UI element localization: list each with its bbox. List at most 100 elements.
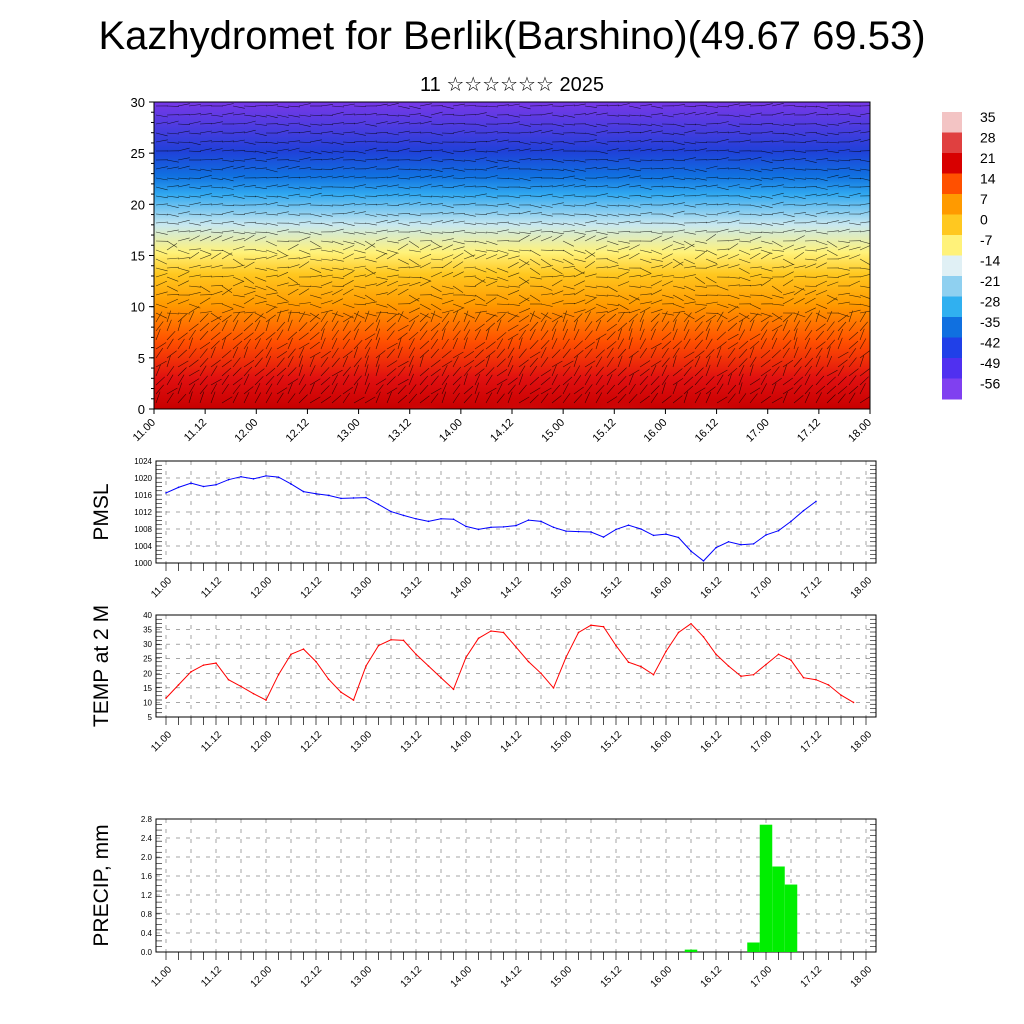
wind-barb <box>243 373 250 386</box>
wind-barb <box>375 292 388 296</box>
wind-barb <box>155 391 161 404</box>
wind-barb <box>804 203 817 206</box>
wind-barb <box>177 332 188 341</box>
wind-barb <box>782 244 795 251</box>
wind-barb <box>716 294 730 296</box>
temp-point <box>502 631 505 634</box>
wind-barb <box>584 105 597 108</box>
wind-barb <box>287 311 301 314</box>
xsec-ytick-label: 0 <box>138 402 145 417</box>
wind-barb <box>529 310 535 323</box>
wind-barb <box>584 229 597 233</box>
wind-barb <box>496 229 509 233</box>
wind-barb <box>672 261 684 269</box>
wind-barb <box>562 240 574 247</box>
wind-barb <box>166 159 179 163</box>
wind-barb <box>848 357 857 368</box>
wind-barb <box>177 299 190 305</box>
wind-barb <box>375 229 388 233</box>
wind-barb <box>672 194 685 197</box>
precip-xtick-label: 13.12 <box>399 964 425 990</box>
temp-xtick-label: 16.00 <box>649 729 675 755</box>
wind-barb <box>485 267 498 274</box>
temp-point <box>377 644 380 647</box>
wind-barb <box>364 312 377 317</box>
wind-barb <box>793 186 807 189</box>
wind-barb <box>386 240 399 244</box>
wind-barb <box>386 230 399 233</box>
xsec-warm-core <box>560 355 680 409</box>
wind-barb <box>463 105 477 107</box>
wind-barb <box>639 129 652 134</box>
precip-ytick-label: 0.4 <box>141 929 153 938</box>
wind-barb <box>254 195 267 200</box>
wind-barb <box>419 280 431 287</box>
precip-bar <box>684 949 698 952</box>
wind-barb <box>353 222 367 224</box>
wind-barb <box>331 276 344 279</box>
wind-barb <box>331 105 345 108</box>
wind-barb <box>540 112 553 116</box>
wind-barb <box>617 240 630 244</box>
wind-barb <box>364 243 376 251</box>
wind-barb <box>331 122 344 125</box>
wind-barb <box>177 184 190 188</box>
wind-barb <box>782 167 796 170</box>
wind-barb <box>749 222 762 226</box>
pmsl-point <box>365 496 367 499</box>
precip-xtick-label: 18.00 <box>849 964 875 990</box>
wind-barb <box>716 285 729 291</box>
wind-barb <box>661 132 674 135</box>
wind-barb <box>408 297 420 305</box>
wind-barb <box>419 367 430 377</box>
wind-barb <box>320 204 334 207</box>
wind-barb <box>628 204 641 208</box>
wind-barb <box>529 129 542 134</box>
wind-barb <box>815 222 829 224</box>
wind-barb <box>276 272 289 278</box>
wind-barb <box>507 262 519 269</box>
wind-barb <box>782 149 796 152</box>
wind-barb <box>276 195 289 199</box>
wind-barb <box>738 139 751 143</box>
wind-barb <box>386 204 400 206</box>
pmsl-point <box>527 519 530 521</box>
temp-point <box>565 656 567 659</box>
wind-barb <box>364 294 376 302</box>
wind-barb <box>848 340 859 350</box>
wind-barb <box>166 266 180 269</box>
wind-barb <box>496 177 510 179</box>
wind-barb <box>837 245 850 251</box>
wind-barb <box>661 203 674 206</box>
wind-barb <box>210 231 224 234</box>
wind-barb <box>705 220 718 224</box>
wind-barb <box>529 158 542 161</box>
wind-barb <box>617 204 630 207</box>
wind-barb <box>188 235 200 242</box>
wind-barb <box>584 297 596 305</box>
pmsl-point <box>515 524 517 527</box>
pmsl-ytick-label: 1020 <box>134 474 152 483</box>
wind-barb <box>265 168 278 173</box>
wind-barb <box>155 132 168 137</box>
wind-barb <box>485 387 497 395</box>
wind-barb <box>837 273 850 278</box>
wind-barb <box>287 393 296 404</box>
wind-barb <box>221 275 234 278</box>
wind-barb <box>595 314 606 323</box>
wind-barb <box>265 392 273 404</box>
temp-point <box>752 673 755 676</box>
wind-barb <box>705 338 713 350</box>
wind-barb <box>650 195 664 197</box>
wind-barb <box>617 221 630 224</box>
wind-barb <box>859 355 865 368</box>
wind-barb <box>485 350 496 359</box>
wind-barb <box>584 220 597 224</box>
xsec-xtick-label: 11.00 <box>131 417 158 444</box>
wind-barb <box>672 347 680 359</box>
wind-barb <box>441 204 454 208</box>
wind-barb <box>793 346 799 359</box>
wind-barb <box>518 249 532 252</box>
wind-barb <box>815 240 828 246</box>
